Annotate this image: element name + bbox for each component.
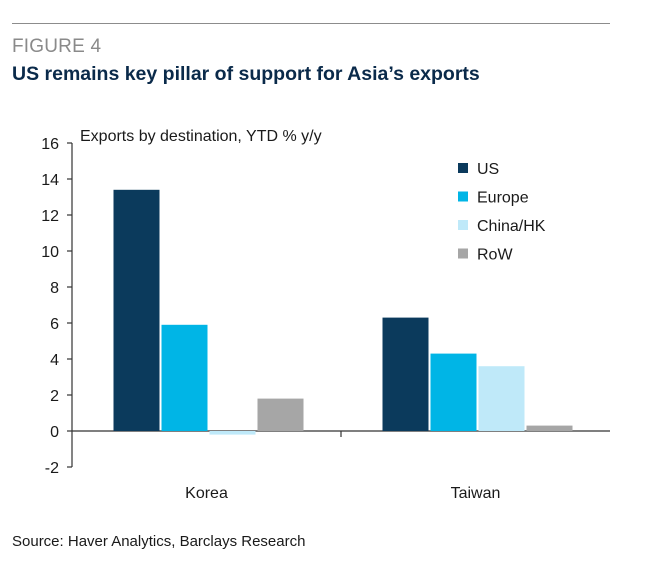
y-tick-label: 16	[41, 136, 59, 153]
bar-korea-row	[257, 398, 304, 431]
y-tick-label: 2	[50, 388, 59, 405]
bar-korea-china-hk	[209, 431, 256, 435]
figure-label: FIGURE 4	[12, 36, 102, 57]
bars	[113, 189, 573, 435]
legend-swatch	[458, 191, 468, 202]
y-tick-label: -2	[45, 460, 59, 477]
legend-label: Europe	[477, 190, 529, 207]
bar-taiwan-us	[382, 317, 429, 431]
x-category-label: Taiwan	[451, 485, 501, 502]
top-rule	[12, 23, 610, 24]
y-tick-label: 0	[50, 424, 59, 441]
y-tick-label: 14	[41, 172, 59, 189]
bar-korea-europe	[161, 324, 208, 431]
legend-swatch	[458, 163, 468, 173]
bar-taiwan-china-hk	[478, 366, 525, 431]
bar-taiwan-row	[526, 425, 573, 431]
y-tick-label: 10	[41, 244, 59, 261]
chart-title: US remains key pillar of support for Asi…	[12, 63, 480, 85]
bar-taiwan-europe	[430, 353, 477, 431]
bar-korea-us	[113, 189, 160, 431]
legend-label: China/HK	[477, 218, 546, 235]
legend-swatch	[458, 220, 468, 230]
legend: US Europe China/HK RoW	[458, 161, 546, 264]
y-tick-label: 12	[41, 208, 59, 225]
y-tick-label: 6	[50, 316, 59, 333]
legend-swatch	[458, 248, 468, 259]
legend-label: RoW	[477, 247, 513, 264]
y-tick-label: 8	[50, 280, 59, 297]
y-tick-label: 4	[50, 352, 59, 369]
source-note: Source: Haver Analytics, Barclays Resear…	[12, 533, 306, 550]
x-category-label: Korea	[185, 485, 228, 502]
legend-label: US	[477, 161, 499, 178]
chart-subtitle: Exports by destination, YTD % y/y	[80, 128, 322, 145]
